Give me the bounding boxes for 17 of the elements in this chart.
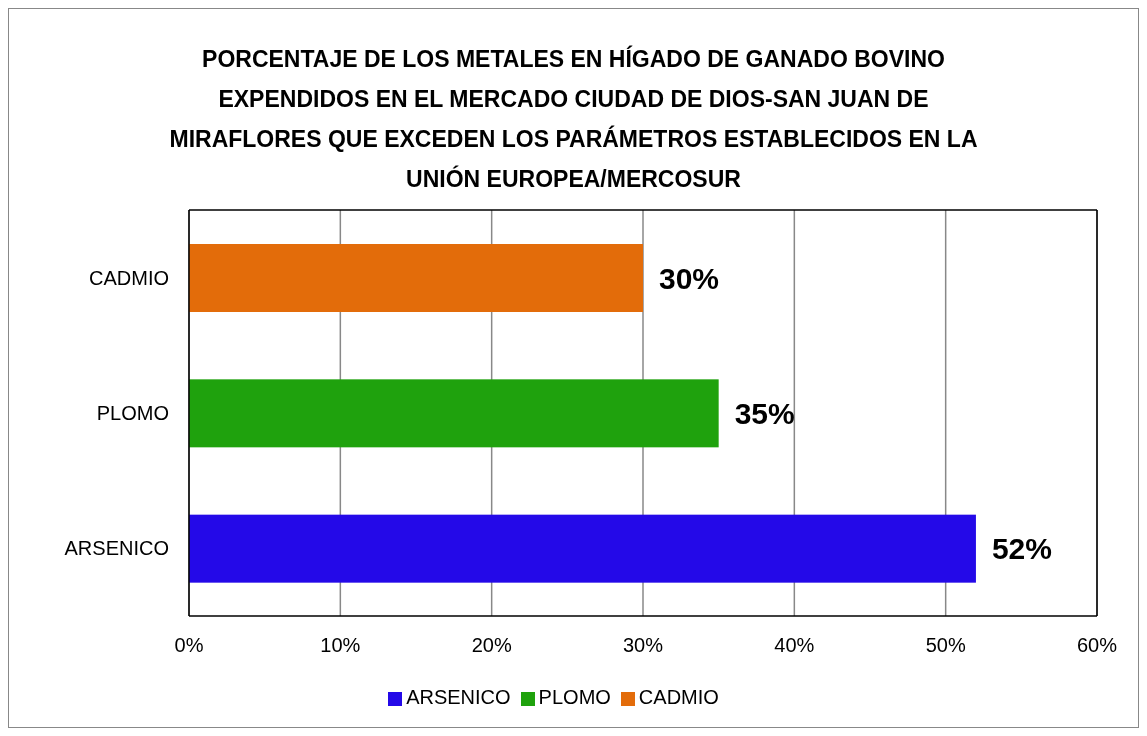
legend-label: PLOMO	[538, 686, 611, 708]
legend-label: ARSENICO	[406, 686, 511, 708]
x-tick-label: 30%	[622, 634, 664, 657]
x-tick-label: 40%	[774, 634, 815, 657]
data-label: 52%	[991, 532, 1052, 566]
legend-label: CADMIO	[638, 686, 719, 708]
x-tick-label: 20%	[471, 634, 512, 657]
y-tick-label: PLOMO	[96, 402, 169, 425]
x-tick-label: 0%	[174, 634, 204, 657]
chart-title: PORCENTAJE DE LOS METALES EN HÍGADO DE GANADO BOVINO EXPENDIDOS EN EL MERCADO CIUDAD DE DIOS-SAN JUAN DE MIRAFLORES QUE EXCEDEN LOS PARÁMETROS ESTABLECIDOS EN LA UNIÓN EUROPEA/MERCOSUR	[168, 44, 979, 194]
x-tick-label: 60%	[1076, 634, 1118, 657]
y-tick-label: CADMIO	[89, 266, 169, 289]
y-tick-label: ARSENICO	[64, 537, 169, 560]
data-label: 30%	[659, 261, 720, 295]
data-label: 35%	[734, 396, 795, 430]
x-tick-label: 50%	[925, 634, 966, 657]
x-tick-label: 10%	[320, 634, 361, 657]
